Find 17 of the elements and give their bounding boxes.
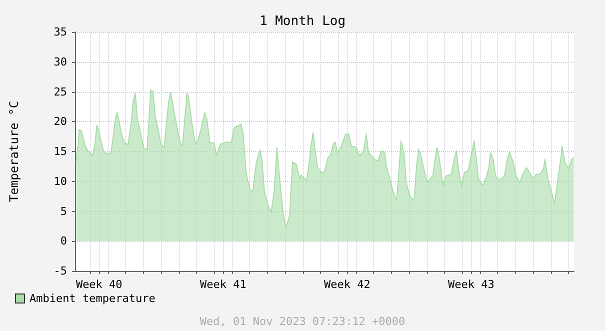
y-tick-label: 20 bbox=[54, 115, 67, 128]
x-tick-label: Week 41 bbox=[200, 278, 246, 291]
y-tick-label: 5 bbox=[60, 204, 67, 218]
x-tick-label: Week 40 bbox=[76, 278, 122, 291]
chart-title: 1 Month Log bbox=[259, 14, 346, 29]
text: Wed, 01 Nov 2023 07:23:12 +0000 bbox=[200, 315, 406, 328]
y-tick-label: 30 bbox=[54, 55, 67, 68]
y-tick-label: -5 bbox=[54, 264, 67, 278]
y-tick-label: 10 bbox=[54, 174, 67, 188]
y-tick-label: 15 bbox=[54, 145, 67, 158]
y-axis-title: Temperature °C bbox=[7, 100, 21, 202]
x-tick-label: Week 43 bbox=[448, 278, 494, 291]
legend-label: Ambient temperature bbox=[30, 292, 156, 305]
y-tick-label: 35 bbox=[54, 26, 67, 38]
y-tick-label: 25 bbox=[54, 85, 67, 98]
x-tick-label: Week 42 bbox=[324, 278, 370, 291]
y-tick-label: 0 bbox=[60, 234, 67, 248]
